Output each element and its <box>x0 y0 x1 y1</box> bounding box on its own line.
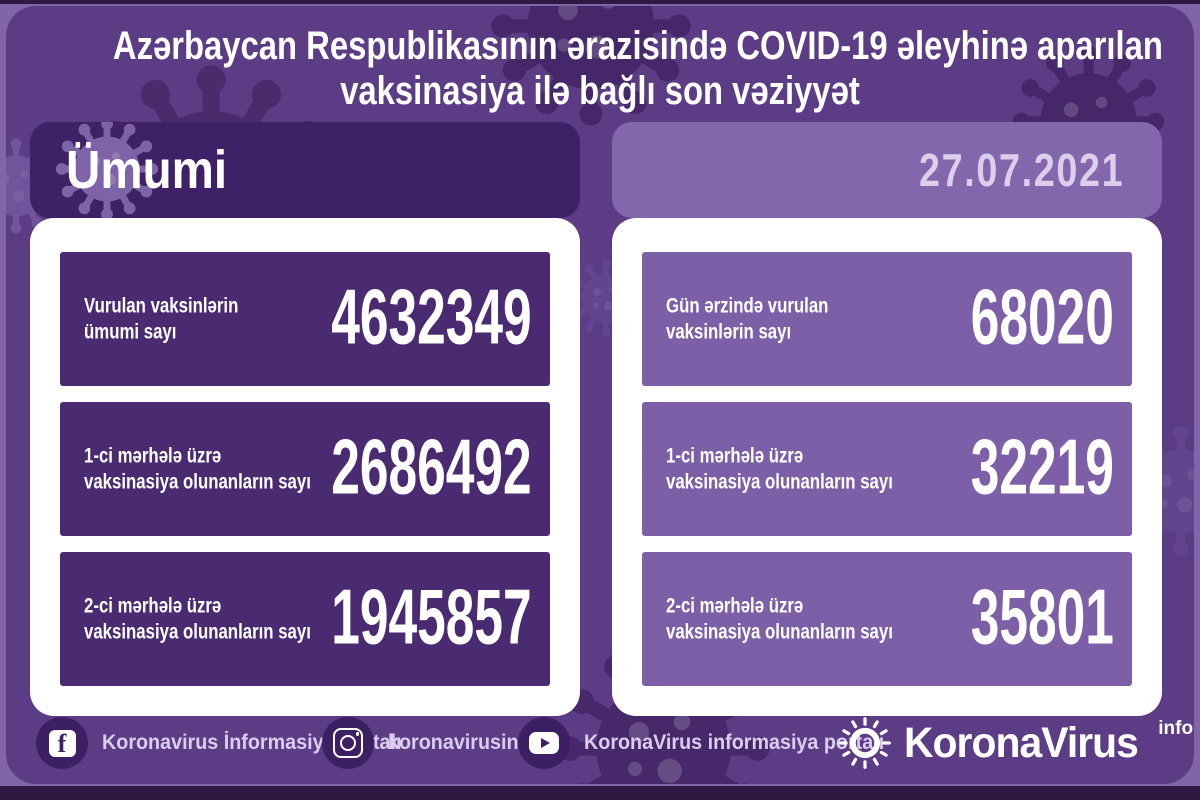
stat-card-total-vaccines: Vurulan vaksinlərin ümumi sayı 4632349 <box>60 252 550 386</box>
youtube-icon <box>518 717 570 769</box>
facebook-f-glyph: f <box>57 729 67 757</box>
youtube-label: KoronaVirus informasiya portalı <box>584 731 885 754</box>
stat-label-line1: Vurulan vaksinlərin <box>84 294 239 318</box>
virus-sun-icon <box>839 717 891 769</box>
stat-label-line1: 2-ci mərhələ üzrə <box>84 594 222 618</box>
stat-card-second-dose-daily: 2-ci mərhələ üzrə vaksinasiya olunanları… <box>642 552 1132 686</box>
stat-label-line2: vaksinasiya olunanların sayı <box>84 470 311 493</box>
stat-label: 2-ci mərhələ üzrə vaksinasiya olunanları… <box>666 593 893 644</box>
stat-label-line1: 2-ci mərhələ üzrə <box>666 594 804 618</box>
report-date: 27.07.2021 <box>918 144 1124 196</box>
youtube-link[interactable]: KoronaVirus informasiya portalı <box>518 716 903 770</box>
stat-card-daily-vaccines: Gün ərzində vurulan vaksinlərin sayı 680… <box>642 252 1132 386</box>
left-panel-header-label: Ümumi <box>66 140 228 200</box>
facebook-icon: f <box>36 717 88 769</box>
stat-card-second-dose-total: 2-ci mərhələ üzrə vaksinasiya olunanları… <box>60 552 550 686</box>
stat-value: 35801 <box>970 572 1114 661</box>
stat-label-line1: 1-ci mərhələ üzrə <box>84 444 222 468</box>
instagram-label: koronavirusinfoaz <box>388 731 559 754</box>
instagram-link[interactable]: koronavirusinfoaz <box>322 716 569 770</box>
koronavirus-info-logo: KoronaVirus info <box>838 716 1193 770</box>
footer: f Koronavirus İnformasiya Portalı korona… <box>6 710 1194 784</box>
title-line-1: Azərbaycan Respublikasının ərazisində CO… <box>112 24 1163 68</box>
stat-label-line1: Gün ərzində vurulan <box>666 294 829 318</box>
left-panel-header: Ümumi <box>30 122 580 218</box>
stat-value: 32219 <box>970 422 1114 511</box>
stat-label: 1-ci mərhələ üzrə vaksinasiya olunanları… <box>666 443 893 494</box>
stat-value: 4632349 <box>331 272 532 361</box>
stat-label: 1-ci mərhələ üzrə vaksinasiya olunanları… <box>84 443 311 494</box>
date-panel-header: 27.07.2021 <box>612 122 1162 218</box>
stat-label-line1: 1-ci mərhələ üzrə <box>666 444 804 468</box>
stat-value: 2686492 <box>331 422 532 511</box>
stat-value: 1945857 <box>331 572 532 661</box>
brand-superscript: info <box>1158 718 1194 739</box>
stat-card-first-dose-total: 1-ci mərhələ üzrə vaksinasiya olunanları… <box>60 402 550 536</box>
stat-label: Gün ərzində vurulan vaksinlərin sayı <box>666 293 828 344</box>
right-panel: Gün ərzində vurulan vaksinlərin sayı 680… <box>612 218 1162 716</box>
infographic-canvas: Azərbaycan Respublikasının ərazisində CO… <box>6 6 1194 784</box>
brand-name: KoronaVirus <box>904 718 1139 767</box>
stat-label: 2-ci mərhələ üzrə vaksinasiya olunanları… <box>84 593 311 644</box>
stat-label-line2: ümumi sayı <box>84 320 177 343</box>
title-line-2: vaksinasiya ilə bağlı son vəziyyət <box>340 68 860 113</box>
stat-value: 68020 <box>970 272 1114 361</box>
stat-label-line2: vaksinasiya olunanların sayı <box>84 620 311 643</box>
stat-label-line2: vaksinasiya olunanların sayı <box>666 620 893 643</box>
stat-label-line2: vaksinasiya olunanların sayı <box>666 470 893 493</box>
left-panel: Vurulan vaksinlərin ümumi sayı 4632349 1… <box>30 218 580 716</box>
stat-card-first-dose-daily: 1-ci mərhələ üzrə vaksinasiya olunanları… <box>642 402 1132 536</box>
stat-label: Vurulan vaksinlərin ümumi sayı <box>84 293 238 344</box>
instagram-icon <box>322 717 374 769</box>
page-title: Azərbaycan Respublikasının ərazisində CO… <box>6 24 1194 114</box>
stat-label-line2: vaksinlərin sayı <box>666 320 792 343</box>
